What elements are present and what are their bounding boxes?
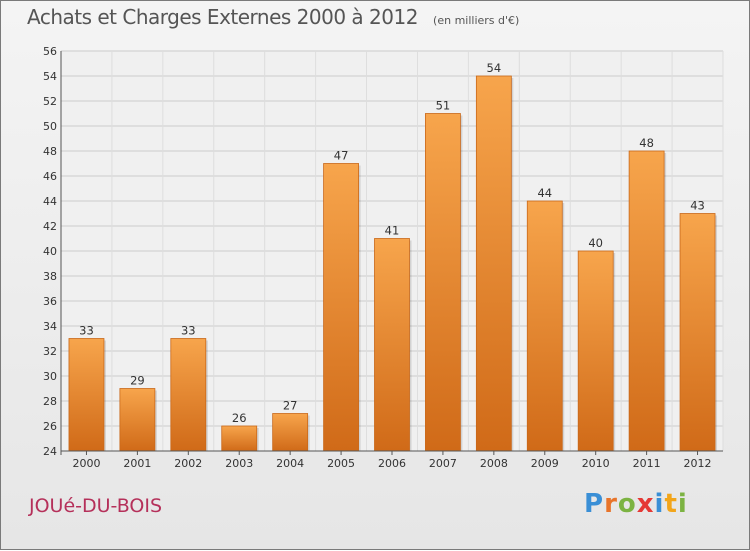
x-tick-label-2008: 2008 <box>480 457 508 470</box>
y-tick-label: 44 <box>43 195 57 208</box>
y-tick-label: 46 <box>43 170 57 183</box>
y-tick-label: 38 <box>43 270 57 283</box>
logo-letter: P <box>584 489 605 519</box>
bar-2000[interactable] <box>68 338 105 452</box>
x-tick-label-2012: 2012 <box>684 457 712 470</box>
logo-letter: r <box>604 489 618 519</box>
chart-title: Achats et Charges Externes 2000 à 2012 <box>27 5 418 29</box>
bar-2012[interactable] <box>679 213 716 452</box>
value-label-2002: 33 <box>181 324 196 338</box>
axis-layer: 24 26 28 30 32 34 36 38 40 42 44 46 48 50 52 54 56 2000 20… <box>43 45 723 470</box>
x-tick-label-2006: 2006 <box>378 457 406 470</box>
bar-2004[interactable] <box>272 413 309 452</box>
bar-2006[interactable] <box>374 238 410 452</box>
y-tick-label: 50 <box>43 120 57 133</box>
y-tick-label: 30 <box>43 370 57 383</box>
y-tick-label: 26 <box>43 420 57 433</box>
y-tick-label: 56 <box>43 45 57 58</box>
x-tick-label-2000: 2000 <box>72 457 100 470</box>
value-label-2005: 47 <box>334 149 349 163</box>
logo-letter: i <box>654 489 665 519</box>
x-tick-label-2002: 2002 <box>174 457 202 470</box>
value-label-2012: 43 <box>690 199 705 213</box>
proxiti-logo[interactable]: Proxiti <box>584 489 688 519</box>
bar-2003[interactable] <box>221 425 258 452</box>
x-tick-label-2009: 2009 <box>531 457 559 470</box>
bar-layer: 33 29 33 26 27 47 41 51 54 44 40 48 43 <box>68 61 718 452</box>
value-label-2004: 27 <box>283 399 298 413</box>
x-tick-label-2011: 2011 <box>633 457 661 470</box>
x-tick-label-2004: 2004 <box>276 457 304 470</box>
chart-subtitle: (en milliers d'€) <box>433 14 520 27</box>
y-tick-label: 40 <box>43 245 57 258</box>
value-label-2000: 33 <box>79 324 94 338</box>
bar-2011[interactable] <box>628 150 665 452</box>
value-label-2003: 26 <box>232 411 247 425</box>
y-tick-label: 42 <box>43 220 57 233</box>
value-label-2011: 48 <box>639 136 654 150</box>
value-label-2007: 51 <box>436 99 451 113</box>
title-row: Achats et Charges Externes 2000 à 2012 (… <box>27 5 519 29</box>
logo-letter: x <box>636 489 655 519</box>
x-tick-label-2007: 2007 <box>429 457 457 470</box>
logo-letter: o <box>617 489 637 519</box>
y-tick-label: 36 <box>43 295 57 308</box>
bar-2001[interactable] <box>119 388 156 452</box>
y-tick-label: 28 <box>43 395 57 408</box>
bar-2009[interactable] <box>526 200 563 452</box>
logo-letter: t <box>664 489 678 519</box>
bar-2005[interactable] <box>323 163 359 452</box>
x-tick-label-2001: 2001 <box>123 457 151 470</box>
y-tick-label: 34 <box>43 320 57 333</box>
value-label-2001: 29 <box>130 374 145 388</box>
x-tick-label-2003: 2003 <box>225 457 253 470</box>
y-tick-label: 52 <box>43 95 57 108</box>
x-tick-label-2010: 2010 <box>582 457 610 470</box>
value-label-2010: 40 <box>588 236 603 250</box>
value-label-2009: 44 <box>537 186 552 200</box>
bar-2008[interactable] <box>475 75 512 452</box>
y-tick-label: 54 <box>43 70 57 83</box>
logo-letter: i <box>677 489 688 519</box>
value-label-2006: 41 <box>385 224 400 238</box>
y-tick-label: 48 <box>43 145 57 158</box>
bar-2007[interactable] <box>425 113 461 452</box>
y-tick-label: 24 <box>43 445 57 458</box>
bar-2010[interactable] <box>577 250 614 452</box>
value-label-2008: 54 <box>487 61 502 75</box>
commune-name: JOUé-DU-BOIS <box>29 495 163 517</box>
bar-2002[interactable] <box>170 338 207 452</box>
y-tick-label: 32 <box>43 345 57 358</box>
x-tick-label-2005: 2005 <box>327 457 355 470</box>
